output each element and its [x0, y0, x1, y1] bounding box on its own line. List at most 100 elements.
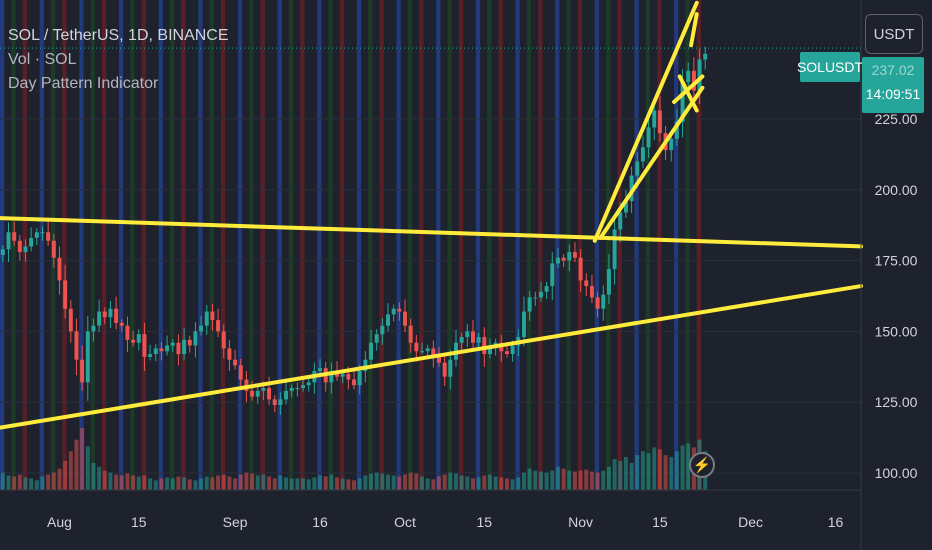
volume-bar: [578, 470, 583, 491]
currency-button[interactable]: USDT: [865, 14, 923, 54]
candle-body: [618, 212, 623, 230]
day-band-red: [220, 0, 226, 490]
day-band-blue: [277, 0, 282, 490]
day-band-blue: [634, 0, 639, 490]
volume-bar: [97, 466, 102, 490]
volume-bar: [63, 460, 68, 490]
candle-body: [12, 232, 17, 241]
candle-body: [102, 311, 107, 318]
volume-bar: [595, 472, 600, 490]
candle-body: [125, 325, 130, 340]
candle-body: [652, 110, 657, 128]
time-tick-label: Sep: [223, 514, 248, 530]
time-axis[interactable]: Aug 15 Sep 16 Oct 15 Nov 15 Dec 16: [47, 514, 843, 530]
day-band-blue: [0, 0, 5, 490]
price-axis[interactable]: 225.00 200.00 175.00 150.00 125.00 100.00: [875, 111, 918, 481]
candle-body: [414, 342, 419, 352]
volume-bar: [612, 459, 617, 490]
day-band-green: [447, 0, 452, 490]
candle-body: [148, 354, 153, 357]
volume-bar: [278, 475, 283, 490]
candle-body: [34, 232, 39, 238]
volume-bar: [465, 476, 470, 490]
candle-body: [391, 308, 396, 315]
volume-bar: [170, 478, 175, 491]
volume-bar: [482, 475, 487, 490]
volume-bar: [499, 477, 504, 490]
volume-bar: [131, 475, 136, 490]
volume-label[interactable]: Vol · SOL: [8, 51, 77, 68]
volume-bar: [329, 474, 334, 490]
day-band-blue: [39, 0, 44, 490]
volume-bar: [267, 476, 272, 490]
time-tick-label: Aug: [47, 514, 72, 530]
day-band-red: [577, 0, 583, 490]
candle-body: [204, 311, 209, 326]
candle-body: [476, 337, 481, 343]
price-tick-label: 200.00: [875, 182, 918, 198]
volume-bar: [74, 439, 79, 491]
day-band-red: [657, 0, 662, 490]
day-band-red: [379, 0, 384, 490]
volume-bar: [0, 472, 5, 490]
candle-body: [612, 229, 617, 270]
day-band-blue: [436, 0, 441, 490]
volume-bar: [437, 476, 441, 490]
candle-body: [182, 339, 187, 355]
day-band-red: [141, 0, 146, 490]
volume-bar: [318, 475, 323, 490]
trendline: [0, 216, 863, 249]
candle-body: [306, 382, 311, 386]
volume-bar: [572, 471, 577, 490]
price-tick-label: 125.00: [875, 394, 918, 410]
volume-bar: [261, 474, 266, 490]
volume-bar: [504, 478, 509, 491]
volume-bar: [414, 473, 419, 490]
volume-bar: [85, 446, 90, 490]
volume-bar: [148, 478, 153, 491]
volume-bar: [652, 447, 657, 491]
volume-bar: [295, 478, 300, 491]
candle-body: [6, 232, 11, 250]
candle-body: [193, 331, 198, 346]
candle-body: [227, 348, 232, 360]
trendline: [672, 74, 705, 104]
candle-body: [544, 286, 549, 292]
volume-bar: [91, 462, 96, 491]
candle-body: [397, 308, 402, 312]
time-tick-label: 15: [652, 514, 668, 530]
day-band-red: [419, 0, 424, 490]
day-band-red: [181, 0, 186, 490]
time-tick-label: 16: [312, 514, 328, 530]
volume-bar: [306, 479, 311, 490]
candle-body: [669, 138, 674, 151]
symbol-title[interactable]: SOL / TetherUS, 1D, BINANCE: [8, 27, 229, 44]
volume-bar: [176, 476, 181, 490]
day-band-blue: [396, 0, 401, 490]
candle-body: [29, 237, 34, 247]
candle-body: [386, 314, 390, 326]
trendline: [677, 74, 699, 113]
candle-body: [91, 325, 96, 332]
volume-bar: [187, 479, 192, 490]
volume-bar: [420, 476, 424, 490]
volume-bar: [674, 451, 679, 490]
volume-bar: [221, 474, 226, 490]
candle-body: [153, 348, 158, 355]
volume-bar: [646, 453, 651, 490]
day-band-blue: [475, 0, 481, 490]
bar-countdown: 14:09:51: [865, 86, 921, 102]
volume-bar: [227, 476, 232, 490]
candle-body: [555, 257, 560, 264]
day-band-red: [339, 0, 345, 490]
candle-body: [703, 53, 708, 60]
candle-body: [216, 320, 221, 332]
candle-body: [68, 308, 73, 332]
candle-body: [255, 390, 260, 397]
candle-body: [40, 232, 45, 234]
indicator-label[interactable]: Day Pattern Indicator: [8, 75, 159, 92]
lightning-bolt-icon[interactable]: ⚡: [689, 452, 715, 478]
volume-bar: [601, 470, 606, 491]
